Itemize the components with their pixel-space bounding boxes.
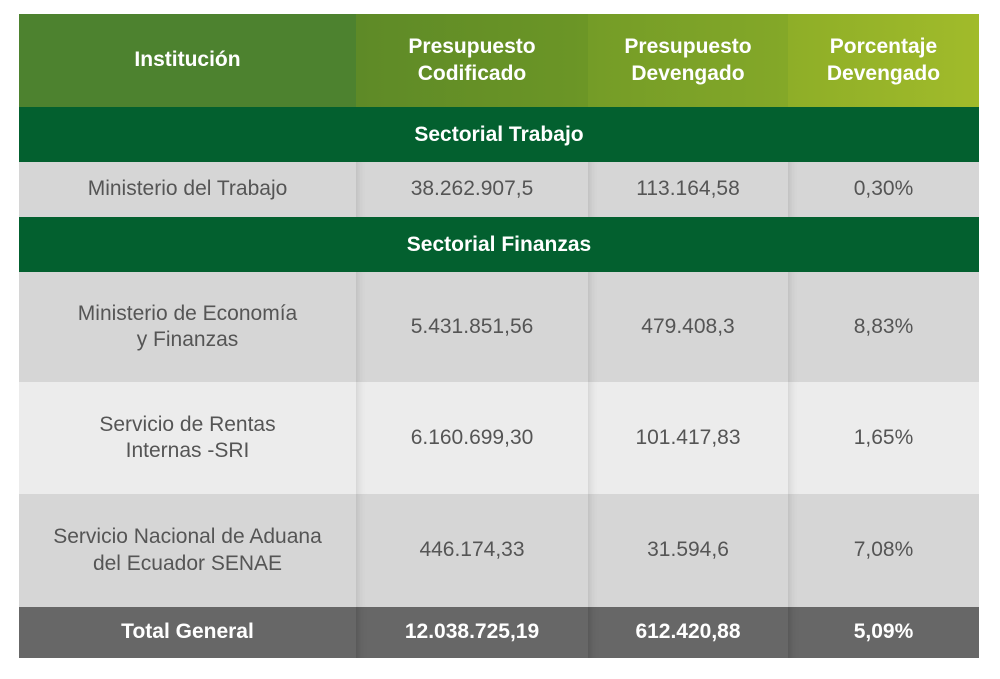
header-institucion: Institución [19,14,356,107]
sector-band-finanzas: Sectorial Finanzas [19,217,979,272]
devengado-cell: 101.417,83 [588,382,788,494]
total-label: Total General [19,607,356,658]
porcentaje-cell: 8,83% [788,272,979,382]
devengado-cell: 31.594,6 [588,494,788,607]
table-header-row: Institución Presupuesto Codificado Presup… [19,14,979,107]
codificado-cell: 38.262.907,5 [356,162,588,217]
table-row: Ministerio del Trabajo 38.262.907,5 113.… [19,162,979,217]
codificado-cell: 446.174,33 [356,494,588,607]
sector-band-trabajo: Sectorial Trabajo [19,107,979,162]
devengado-cell: 479.408,3 [588,272,788,382]
header-presupuesto-devengado: Presupuesto Devengado [588,14,788,107]
header-porcentaje-devengado: Porcentaje Devengado [788,14,979,107]
institution-cell: Ministerio de Economía y Finanzas [19,272,356,382]
codificado-cell: 6.160.699,30 [356,382,588,494]
porcentaje-cell: 7,08% [788,494,979,607]
header-presupuesto-codificado: Presupuesto Codificado [356,14,588,107]
table-row: Ministerio de Economía y Finanzas 5.431.8… [19,272,979,382]
codificado-cell: 5.431.851,56 [356,272,588,382]
table-row: Servicio de Rentas Internas -SRI 6.160.69… [19,382,979,494]
devengado-cell: 113.164,58 [588,162,788,217]
total-row: Total General 12.038.725,19 612.420,88 5… [19,607,979,658]
institution-cell: Servicio Nacional de Aduana del Ecuador S… [19,494,356,607]
total-devengado: 612.420,88 [588,607,788,658]
porcentaje-cell: 0,30% [788,162,979,217]
total-porcentaje: 5,09% [788,607,979,658]
institution-cell: Servicio de Rentas Internas -SRI [19,382,356,494]
budget-table: Institución Presupuesto Codificado Presup… [19,14,979,658]
porcentaje-cell: 1,65% [788,382,979,494]
table-row: Servicio Nacional de Aduana del Ecuador S… [19,494,979,607]
institution-cell: Ministerio del Trabajo [19,162,356,217]
total-codificado: 12.038.725,19 [356,607,588,658]
